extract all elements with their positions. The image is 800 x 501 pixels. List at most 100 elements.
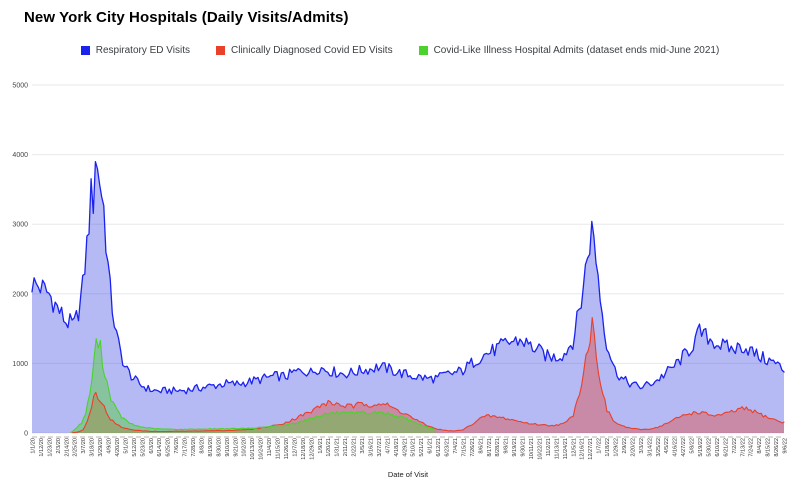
- x-tick-label: 11/2/21: [546, 438, 552, 456]
- x-tick-label: 7/4/21: [453, 438, 459, 454]
- x-tick-label: 12/27/21: [588, 438, 594, 460]
- y-tick-label: 0: [24, 431, 28, 438]
- x-tick-label: 12/18/20: [301, 438, 307, 460]
- x-tick-label: 6/21/22: [723, 438, 729, 457]
- x-tick-label: 6/23/21: [445, 438, 451, 457]
- legend-label: Covid-Like Illness Hospital Admits (data…: [433, 45, 720, 56]
- x-tick-label: 6/14/20: [157, 438, 163, 457]
- x-tick-label: 2/14/20: [64, 438, 70, 457]
- x-tick-label: 5/23/20: [140, 438, 146, 457]
- x-tick-label: 5/10/21: [411, 438, 417, 457]
- x-tick-label: 11/13/21: [554, 438, 560, 459]
- legend-swatch: [216, 46, 226, 55]
- x-tick-label: 3/29/20: [98, 438, 104, 457]
- legend-item: Respiratory ED Visits: [80, 45, 191, 56]
- x-tick-label: 8/8/20: [199, 438, 205, 454]
- series-line-1000: [72, 316, 785, 434]
- legend-item: Clinically Diagnosed Covid ED Visits: [216, 45, 393, 56]
- x-tick-label: 6/12/21: [436, 438, 442, 457]
- x-tick-label: 12/5/21: [571, 438, 577, 457]
- x-tick-label: 1/23/20: [47, 438, 53, 457]
- x-tick-label: 12/16/21: [580, 438, 586, 460]
- x-tick-label: 11/24/21: [563, 438, 569, 459]
- x-tick-label: 8/30/20: [216, 438, 222, 457]
- x-tick-label: 8/19/20: [208, 438, 214, 457]
- x-tick-label: 10/2/20: [242, 438, 248, 457]
- y-tick-label: 5000: [12, 83, 28, 90]
- x-tick-label: 4/27/22: [681, 438, 687, 457]
- x-tick-label: 7/24/22: [749, 438, 755, 457]
- y-tick-label: 2000: [12, 291, 28, 298]
- x-tick-label: 8/6/21: [478, 438, 484, 454]
- x-tick-label: 10/11/21: [529, 438, 535, 459]
- x-tick-label: 4/20/20: [115, 438, 121, 457]
- x-tick-label: 6/10/22: [715, 438, 721, 457]
- x-tick-label: 7/2/22: [732, 438, 738, 454]
- x-tick-label: 3/27/21: [377, 438, 383, 457]
- y-tick-label: 1000: [12, 361, 28, 368]
- x-tick-label: 3/18/20: [90, 438, 96, 457]
- x-tick-label: 10/13/20: [250, 438, 256, 460]
- x-tick-label: 7/28/20: [191, 438, 197, 457]
- x-tick-label: 3/7/20: [81, 438, 87, 454]
- legend-item: Covid-Like Illness Hospital Admits (data…: [418, 45, 720, 56]
- series-fill-1000: [72, 317, 785, 433]
- series-fill-2000: [70, 338, 436, 433]
- x-tick-label: 5/19/22: [698, 438, 704, 457]
- x-tick-label: 4/29/21: [402, 438, 408, 457]
- x-tick-label: 4/16/22: [673, 438, 679, 457]
- x-tick-label: 8/15/22: [766, 438, 772, 457]
- x-tick-label: 1/1/20: [31, 438, 37, 454]
- x-tick-label: 5/12/20: [132, 438, 138, 457]
- x-tick-label: 7/6/20: [174, 438, 180, 454]
- x-tick-label: 3/3/22: [639, 438, 645, 454]
- x-tick-label: 10/22/21: [537, 438, 543, 460]
- x-tick-label: 5/1/20: [123, 438, 129, 454]
- x-tick-label: 4/7/21: [385, 438, 391, 454]
- x-tick-label: 2/11/21: [343, 438, 349, 456]
- legend-label: Respiratory ED Visits: [95, 45, 191, 56]
- x-tick-label: 2/22/21: [352, 438, 358, 457]
- x-tick-label: 8/17/21: [487, 438, 493, 457]
- x-tick-label: 3/14/22: [647, 438, 653, 457]
- x-tick-label: 4/18/21: [394, 438, 400, 457]
- x-tick-label: 11/15/20: [276, 438, 282, 459]
- x-tick-label: 1/7/22: [597, 438, 603, 454]
- x-tick-label: 1/12/20: [39, 438, 45, 457]
- x-tick-label: 9/6/22: [783, 438, 789, 454]
- x-tick-label: 9/19/21: [512, 438, 518, 457]
- x-tick-label: 8/28/21: [495, 438, 501, 457]
- x-tick-label: 11/26/20: [284, 438, 290, 459]
- series-line-0: [31, 160, 785, 395]
- x-axis-title: Date of Visit: [387, 470, 429, 479]
- chart-title: New York City Hospitals (Daily Visits/Ad…: [24, 9, 349, 26]
- x-tick-label: 4/9/20: [107, 438, 113, 454]
- x-tick-label: 4/5/22: [664, 438, 670, 454]
- x-tick-label: 9/8/21: [504, 438, 510, 454]
- x-tick-label: 7/15/21: [461, 438, 467, 457]
- x-tick-label: 1/20/21: [326, 438, 332, 457]
- x-tick-label: 3/5/21: [360, 438, 366, 454]
- x-tick-label: 7/26/21: [470, 438, 476, 457]
- legend-swatch: [80, 46, 90, 55]
- x-tick-label: 3/25/22: [656, 438, 662, 457]
- legend-swatch: [418, 46, 428, 55]
- x-tick-label: 12/29/20: [309, 438, 315, 460]
- x-tick-label: 2/9/22: [622, 438, 628, 454]
- legend: Respiratory ED Visits Clinically Diagnose…: [0, 45, 800, 56]
- x-tick-label: 11/4/20: [267, 438, 273, 456]
- y-tick-label: 3000: [12, 222, 28, 229]
- x-tick-label: 8/26/22: [774, 438, 780, 457]
- x-tick-label: 5/30/22: [706, 438, 712, 457]
- x-tick-label: 10/24/20: [259, 438, 265, 460]
- x-tick-label: 5/21/21: [419, 438, 425, 457]
- x-tick-label: 1/31/21: [335, 438, 341, 457]
- x-tick-label: 9/10/20: [225, 438, 231, 457]
- series-line-2000: [70, 338, 437, 433]
- x-tick-label: 3/16/21: [368, 438, 374, 457]
- x-tick-label: 7/13/22: [740, 438, 746, 457]
- x-tick-label: 2/20/22: [630, 438, 636, 457]
- x-tick-label: 12/7/20: [292, 438, 298, 457]
